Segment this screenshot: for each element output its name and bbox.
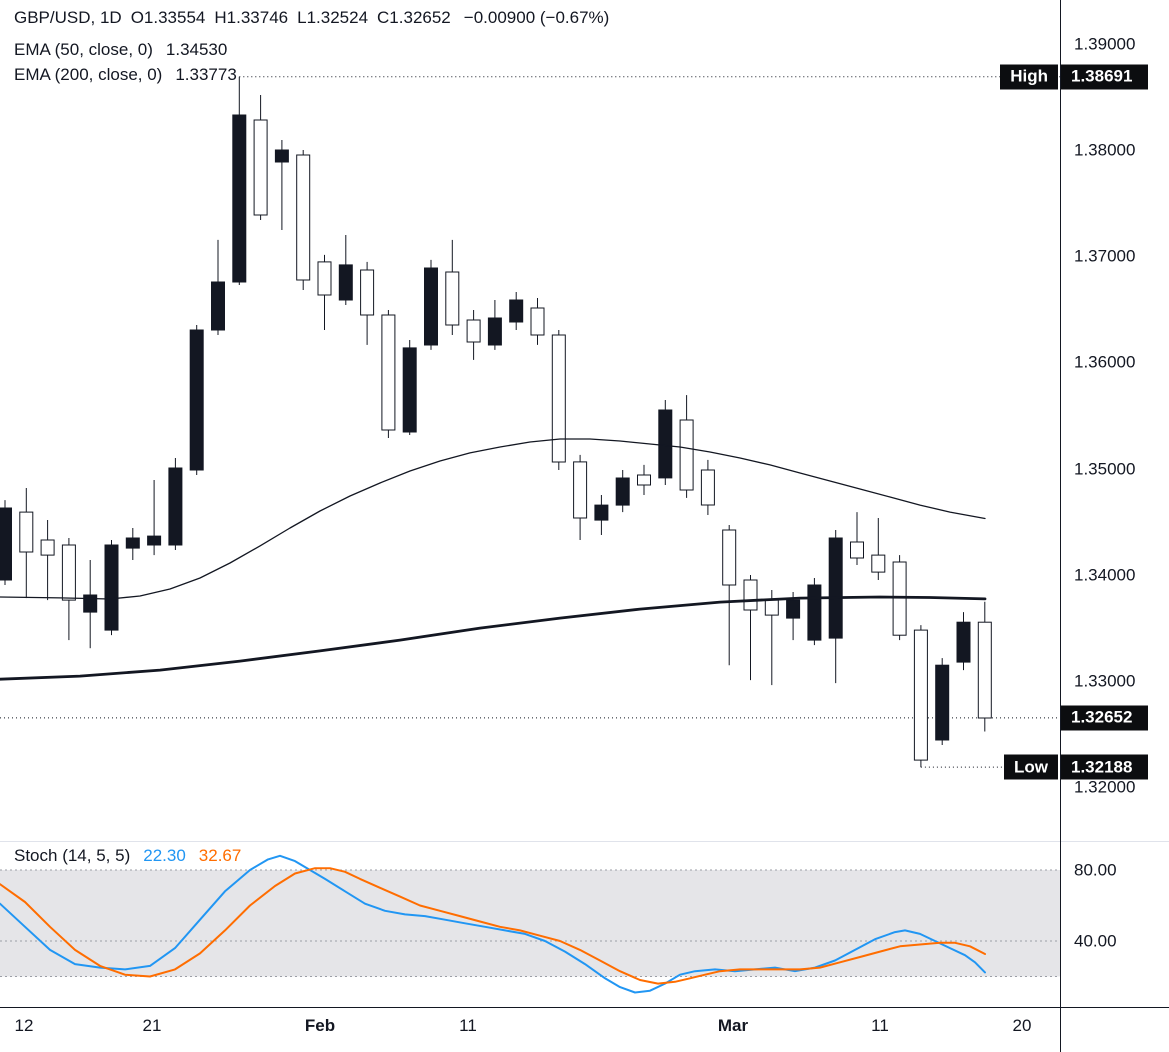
candle-down xyxy=(530,307,545,336)
candle-down xyxy=(679,419,694,491)
stoch-k-line xyxy=(0,854,986,994)
stoch-axis-label: 80.00 xyxy=(1074,860,1117,880)
candle-down xyxy=(296,154,311,281)
time-axis[interactable]: 12 21 Feb 11 Mar 11 20 xyxy=(0,1008,1169,1052)
time-axis-label: Feb xyxy=(304,1016,336,1035)
high-label-badge: High xyxy=(1000,64,1058,90)
ema50-value: 1.34530 xyxy=(165,40,228,59)
stoch-k-value: 22.30 xyxy=(143,846,186,865)
candle-down xyxy=(551,334,566,463)
high-price-badge: 1.38691 xyxy=(1061,64,1148,90)
candle-up xyxy=(168,467,183,546)
candle-down xyxy=(764,599,779,616)
ema50-label[interactable]: EMA (50, close, 0) xyxy=(14,40,153,59)
candle-up xyxy=(786,599,801,619)
candle-up xyxy=(509,299,524,323)
candle-up xyxy=(402,347,417,433)
stoch-d-value: 32.67 xyxy=(198,846,242,865)
candle-up xyxy=(594,504,609,521)
ema50-line xyxy=(0,438,986,600)
ohlc-open: O1.33554 xyxy=(130,8,206,27)
ohlc-high: H1.33746 xyxy=(214,8,289,27)
price-axis-label: 1.33000 xyxy=(1074,671,1136,691)
candle-up xyxy=(125,537,140,549)
candle-down xyxy=(637,474,651,486)
candle-down xyxy=(700,469,715,506)
candle-down xyxy=(61,544,76,601)
stoch-axis-label: 40.00 xyxy=(1074,931,1117,951)
price-axis-label: 1.39000 xyxy=(1074,34,1136,54)
price-axis-label: 1.37000 xyxy=(1074,246,1136,266)
price-axis-label: 1.38000 xyxy=(1074,140,1136,160)
candle-up xyxy=(956,621,971,663)
candle-down xyxy=(381,314,396,431)
price-axis-label: 1.36000 xyxy=(1074,352,1136,372)
candle-down xyxy=(743,579,758,611)
candle-down xyxy=(850,541,864,559)
candle-down xyxy=(253,119,268,216)
candle-up xyxy=(828,537,843,639)
ema50-legend[interactable]: EMA (50, close, 0) 1.34530 xyxy=(14,40,227,60)
candle-up xyxy=(338,264,353,301)
stoch-band xyxy=(0,870,1060,977)
ohlc-close: C1.32652 xyxy=(377,8,451,27)
candle-down xyxy=(40,539,55,556)
candle-down xyxy=(317,261,332,296)
time-axis-label: 20 xyxy=(1012,1016,1032,1035)
change-value: −0.00900 (−0.67%) xyxy=(463,8,610,27)
candle-down xyxy=(913,629,928,761)
candle-down xyxy=(977,621,992,719)
candle-up xyxy=(189,329,204,471)
ema200-line xyxy=(0,595,987,681)
candle-up xyxy=(83,594,98,613)
price-axis-label: 1.34000 xyxy=(1074,565,1136,585)
price-axis-label: 1.32000 xyxy=(1074,777,1136,797)
time-axis-label: 11 xyxy=(459,1016,477,1035)
candle-down xyxy=(466,319,481,343)
ohlc-low: L1.32524 xyxy=(297,8,369,27)
candle-down xyxy=(722,529,737,586)
candle-up xyxy=(0,507,12,581)
candle-down xyxy=(19,511,34,553)
candle-down xyxy=(573,461,588,519)
time-axis-label: Mar xyxy=(717,1016,749,1035)
time-axis-label: 11 xyxy=(871,1016,889,1035)
low-price-badge: 1.32188 xyxy=(1061,754,1148,780)
time-axis-label: 21 xyxy=(142,1016,162,1035)
candle-up xyxy=(274,149,289,163)
low-label-badge: Low xyxy=(1004,754,1058,780)
candle-up xyxy=(104,544,119,631)
candle-down xyxy=(360,269,375,316)
candle-up xyxy=(232,114,247,283)
candle-up xyxy=(487,317,502,346)
last-price-badge: 1.32652 xyxy=(1061,705,1148,731)
ema200-legend[interactable]: EMA (200, close, 0) 1.33773 xyxy=(14,65,237,85)
candle-up xyxy=(424,267,438,346)
ema200-label[interactable]: EMA (200, close, 0) xyxy=(14,65,163,84)
time-axis-label: 12 xyxy=(14,1016,34,1035)
candle-up xyxy=(147,535,162,546)
candle-up xyxy=(658,409,673,479)
candle-up xyxy=(211,281,225,331)
candle-up xyxy=(615,477,630,506)
stoch-legend[interactable]: Stoch (14, 5, 5) 22.30 32.67 xyxy=(14,846,241,866)
candle-up xyxy=(935,664,950,741)
candle-down xyxy=(445,271,460,326)
stoch-label[interactable]: Stoch (14, 5, 5) xyxy=(14,846,131,865)
price-axis[interactable]: 1.39000 1.38000 1.37000 1.36000 1.35000 1.340… xyxy=(1060,0,1169,1008)
symbol-legend[interactable]: GBP/USD, 1D O1.33554 H1.33746 L1.32524 C… xyxy=(14,8,609,28)
candle-down xyxy=(871,554,886,573)
price-axis-label: 1.35000 xyxy=(1074,459,1136,479)
candle-up xyxy=(807,584,822,641)
ema200-value: 1.33773 xyxy=(175,65,237,84)
stoch-d-line xyxy=(0,867,986,985)
symbol-title[interactable]: GBP/USD, 1D xyxy=(14,8,122,27)
